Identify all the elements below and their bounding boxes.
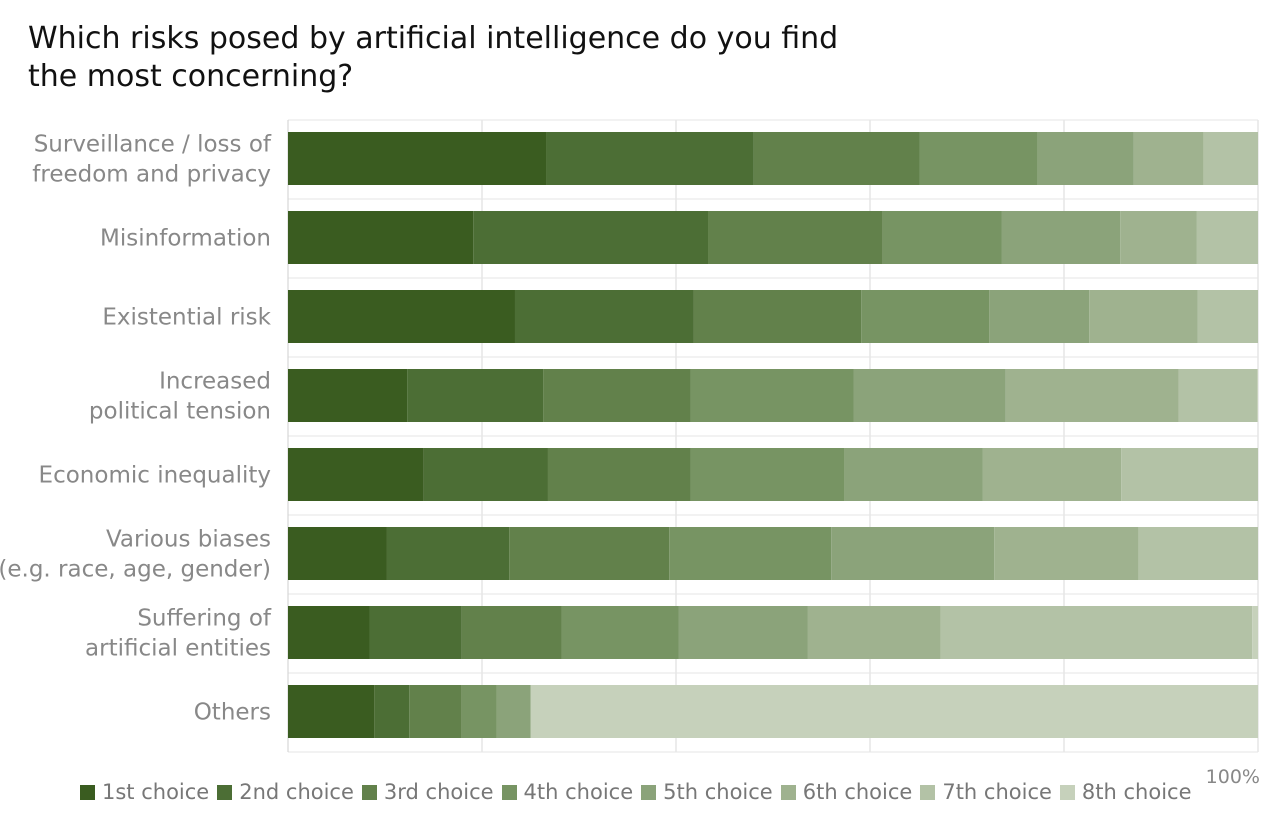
bar-segment-3: [693, 290, 862, 343]
bar-segment-3: [461, 606, 562, 659]
legend-swatch: [920, 784, 936, 800]
bar-segment-1: [288, 211, 474, 264]
legend-label: 2nd choice: [239, 780, 354, 804]
chart-title-line-2: the most concerning?: [28, 59, 354, 94]
bar-segment-7: [1196, 211, 1258, 264]
bar-segment-1: [288, 685, 375, 738]
bar-segment-6: [807, 606, 941, 659]
legend-label: 8th choice: [1081, 780, 1192, 804]
bar-segment-5: [678, 606, 808, 659]
category-label: Various biases: [106, 527, 271, 553]
bar-segment-7: [940, 606, 1253, 659]
bar-segment-5: [496, 685, 531, 738]
bar-segment-5: [831, 527, 995, 580]
legend-swatch: [1059, 784, 1075, 800]
bar-segment-7: [1178, 369, 1258, 422]
legend-label: 5th choice: [663, 780, 773, 804]
legend: 1st choice 2nd choice 3rd choice 4th choice…: [80, 778, 1200, 806]
bar-segment-4: [882, 211, 1002, 264]
legend-label: 7th choice: [942, 780, 1052, 804]
bar-segment-7: [1121, 448, 1258, 501]
bar-segment-8: [530, 685, 1258, 738]
bar-segment-1: [288, 448, 424, 501]
bar-segment-3: [547, 448, 691, 501]
legend-item: 3rd choice: [361, 780, 494, 804]
legend-item: 2nd choice: [217, 780, 354, 804]
x-axis-end-label: 100%: [1205, 766, 1260, 788]
bar-segment-4: [461, 685, 497, 738]
category-label: Surveillance / loss of: [34, 132, 272, 158]
bar-segment-5: [1001, 211, 1121, 264]
legend-item: 8th choice: [1059, 780, 1192, 804]
bar-segment-2: [374, 685, 410, 738]
category-label: Economic inequality: [39, 463, 271, 489]
bar-segment-4: [669, 527, 832, 580]
bar-segment-4: [690, 369, 854, 422]
category-label: political tension: [89, 399, 271, 425]
bar-segment-5: [1037, 132, 1134, 185]
bar-segment-7: [1203, 132, 1258, 185]
category-label: (e.g. race, age, gender): [0, 557, 271, 583]
bar-segment-2: [514, 290, 694, 343]
legend-swatch: [217, 784, 233, 800]
category-label: Misinformation: [100, 226, 271, 252]
bar-segment-3: [708, 211, 883, 264]
bar-segment-8: [1252, 606, 1258, 659]
bar-segment-5: [989, 290, 1090, 343]
bar-segment-4: [561, 606, 679, 659]
bar-segment-3: [753, 132, 920, 185]
bar-segment-2: [407, 369, 544, 422]
bar-segment-1: [288, 369, 408, 422]
bar-segment-3: [409, 685, 462, 738]
category-label: Others: [194, 700, 271, 726]
legend-label: 3rd choice: [383, 780, 494, 804]
legend-swatch: [780, 784, 796, 800]
bar-segment-6: [1089, 290, 1198, 343]
bar-segment-6: [1005, 369, 1179, 422]
bar-segment-2: [386, 527, 510, 580]
category-label: Existential risk: [102, 305, 271, 331]
bar-segment-2: [473, 211, 709, 264]
bar-segment-5: [853, 369, 1006, 422]
bar-segment-2: [423, 448, 548, 501]
category-label: Increased: [159, 369, 271, 395]
bar-segment-4: [690, 448, 845, 501]
bar-segment-4: [919, 132, 1038, 185]
category-label: artificial entities: [85, 636, 271, 662]
bar-segment-7: [1197, 290, 1258, 343]
bar-segment-6: [1133, 132, 1204, 185]
legend-label: 4th choice: [523, 780, 634, 804]
bar-segment-4: [861, 290, 990, 343]
legend-label: 6th choice: [802, 780, 913, 804]
legend-item: 5th choice: [641, 780, 773, 804]
bar-segment-6: [982, 448, 1122, 501]
legend-swatch: [641, 784, 657, 800]
bar-segment-8: [1257, 369, 1258, 422]
bar-segment-1: [288, 606, 370, 659]
bar-segment-6: [1120, 211, 1197, 264]
legend-swatch: [501, 784, 517, 800]
legend-item: 6th choice: [780, 780, 913, 804]
bar-segment-3: [543, 369, 691, 422]
legend-item: 7th choice: [920, 780, 1052, 804]
bar-segment-7: [1138, 527, 1258, 580]
bar-segment-5: [844, 448, 983, 501]
legend-swatch: [361, 784, 377, 800]
legend-item: 4th choice: [501, 780, 634, 804]
bar-segment-1: [288, 527, 387, 580]
legend-item: 1st choice: [80, 780, 209, 804]
chart-title-line-1: Which risks posed by artificial intellig…: [28, 21, 839, 56]
bar-segment-1: [288, 290, 515, 343]
bar-segment-2: [546, 132, 754, 185]
bar-segment-6: [994, 527, 1139, 580]
chart-title: Which risks posed by artificial intellig…: [28, 20, 888, 96]
legend-swatch: [80, 784, 95, 800]
category-label: Suffering of: [137, 606, 272, 632]
bar-segment-2: [369, 606, 462, 659]
bar-segment-1: [288, 132, 547, 185]
bar-segment-3: [509, 527, 670, 580]
legend-label: 1st choice: [102, 780, 210, 804]
category-label: freedom and privacy: [32, 162, 271, 188]
